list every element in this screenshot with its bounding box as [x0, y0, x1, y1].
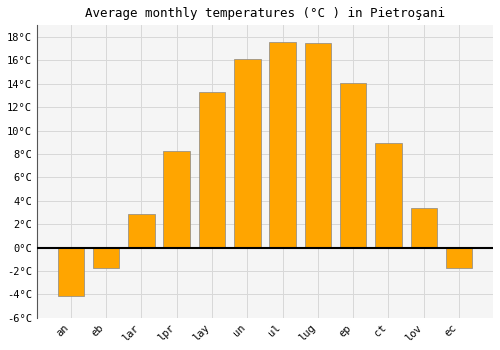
Bar — [58, 248, 84, 296]
Bar — [446, 248, 472, 267]
Bar — [340, 83, 366, 248]
Title: Average monthly temperatures (°C ) in Pietroşani: Average monthly temperatures (°C ) in Pi… — [85, 7, 445, 20]
Bar — [198, 92, 225, 248]
Bar — [93, 248, 120, 267]
Bar — [375, 144, 402, 248]
Bar — [164, 150, 190, 248]
Bar — [234, 59, 260, 248]
Bar — [270, 42, 296, 248]
Bar — [128, 214, 154, 248]
Bar — [304, 43, 331, 248]
Bar — [410, 208, 437, 248]
